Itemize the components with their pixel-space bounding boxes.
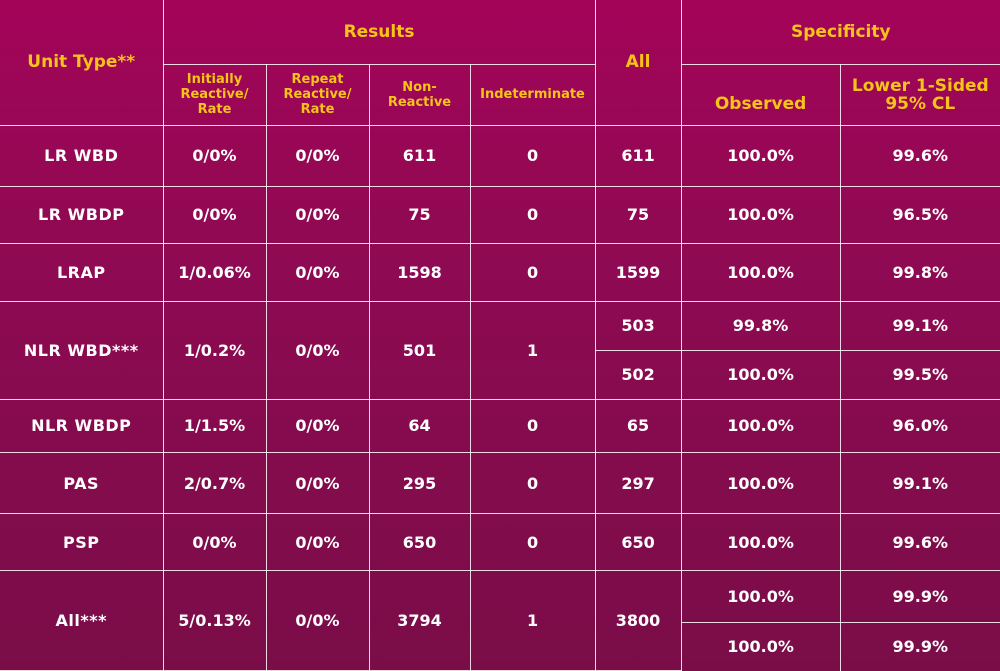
header-all: All — [594, 0, 682, 126]
row-repeat-reactive: 0/0% — [265, 451, 370, 515]
row-lower-cl: 99.1% — [839, 301, 1000, 351]
row-unit: All*** — [0, 570, 164, 671]
table-row: LRAP 1/0.06% 0/0% 1598 0 1599 100.0% 99.… — [0, 243, 1000, 303]
row-lower-cl: 96.5% — [839, 185, 1000, 245]
table-row: All*** 5/0.13% 0/0% 3794 1 3800 100.0% 9… — [0, 570, 1000, 671]
row-repeat-reactive: 0/0% — [265, 243, 370, 303]
row-repeat-reactive: 0/0% — [265, 185, 370, 245]
row-observed: 100.0% — [681, 621, 841, 671]
table-row: LR WBD 0/0% 0/0% 611 0 611 100.0% 99.6% — [0, 124, 1000, 187]
table-row: NLR WBD*** 1/0.2% 0/0% 501 1 503 99.8% 9… — [0, 301, 1000, 400]
table-row: 100.0% 99.9% — [0, 621, 1000, 671]
row-indeterminate: 0 — [469, 451, 596, 515]
row-unit: LRAP — [0, 243, 164, 303]
row-lower-cl: 96.0% — [839, 398, 1000, 453]
row-initially-reactive: 0/0% — [162, 185, 267, 245]
row-lower-cl: 99.1% — [839, 451, 1000, 515]
row-repeat-reactive: 0/0% — [265, 398, 370, 453]
row-initially-reactive: 1/0.06% — [162, 243, 267, 303]
row-all: 297 — [594, 451, 682, 515]
header-indeterminate: Indeterminate — [469, 63, 596, 126]
table-row: 502 100.0% 99.5% — [0, 349, 1000, 400]
row-indeterminate: 1 — [469, 301, 596, 400]
row-unit: NLR WBD*** — [0, 301, 164, 400]
row-initially-reactive: 5/0.13% — [162, 570, 267, 671]
header-results: Results — [162, 0, 596, 65]
header-observed: Observed — [680, 63, 841, 126]
row-all: 3800 — [594, 570, 682, 671]
row-all: 65 — [594, 398, 682, 453]
row-non-reactive: 1598 — [368, 243, 471, 303]
row-initially-reactive: 2/0.7% — [162, 451, 267, 515]
row-non-reactive: 501 — [368, 301, 471, 400]
row-all: 611 — [594, 124, 682, 187]
row-unit: PAS — [0, 451, 164, 515]
row-indeterminate: 0 — [469, 243, 596, 303]
row-unit: PSP — [0, 513, 164, 572]
row-observed: 100.0% — [680, 185, 841, 245]
row-non-reactive: 64 — [368, 398, 471, 453]
row-lower-cl: 99.6% — [839, 513, 1000, 572]
row-indeterminate: 0 — [469, 398, 596, 453]
row-observed: 100.0% — [680, 451, 841, 515]
table-row: PAS 2/0.7% 0/0% 295 0 297 100.0% 99.1% — [0, 451, 1000, 515]
row-all: 503 — [594, 301, 682, 351]
header-lower-cl: Lower 1-Sided 95% CL — [839, 63, 1000, 126]
table-row: PSP 0/0% 0/0% 650 0 650 100.0% 99.6% — [0, 513, 1000, 572]
row-non-reactive: 295 — [368, 451, 471, 515]
row-observed: 99.8% — [680, 301, 841, 351]
row-observed: 100.0% — [680, 513, 841, 572]
row-lower-cl: 99.5% — [839, 349, 1000, 400]
header-initially-reactive: Initially Reactive/ Rate — [163, 63, 267, 126]
header-non-reactive: Non- Reactive — [368, 63, 471, 126]
row-initially-reactive: 0/0% — [162, 513, 267, 572]
row-indeterminate: 0 — [469, 185, 596, 245]
header-specificity: Specificity — [680, 0, 1000, 65]
row-lower-cl: 99.6% — [839, 124, 1000, 187]
row-unit: NLR WBDP — [0, 398, 164, 453]
row-all: 75 — [594, 185, 682, 245]
row-observed: 100.0% — [680, 570, 841, 623]
row-indeterminate: 0 — [469, 124, 596, 187]
row-all: 502 — [595, 349, 682, 400]
row-non-reactive: 75 — [368, 185, 471, 245]
row-unit: LR WBDP — [0, 185, 164, 245]
row-observed: 100.0% — [680, 243, 841, 303]
table-row: NLR WBDP 1/1.5% 0/0% 64 0 65 100.0% 96.0… — [0, 398, 1000, 453]
row-non-reactive: 3794 — [368, 570, 471, 671]
row-non-reactive: 611 — [368, 124, 471, 187]
row-repeat-reactive: 0/0% — [265, 124, 370, 187]
row-observed: 100.0% — [680, 398, 841, 453]
row-all: 1599 — [594, 243, 682, 303]
row-unit: LR WBD — [0, 124, 164, 187]
row-lower-cl: 99.9% — [839, 621, 1000, 671]
header-unit-type: Unit Type** — [0, 0, 164, 126]
row-indeterminate: 1 — [469, 570, 596, 671]
row-lower-cl: 99.8% — [839, 243, 1000, 303]
table-row: LR WBDP 0/0% 0/0% 75 0 75 100.0% 96.5% — [0, 185, 1000, 245]
row-initially-reactive: 1/1.5% — [162, 398, 267, 453]
row-indeterminate: 0 — [469, 513, 596, 572]
row-repeat-reactive: 0/0% — [265, 513, 370, 572]
row-lower-cl: 99.9% — [839, 570, 1000, 623]
row-all: 650 — [594, 513, 682, 572]
row-repeat-reactive: 0/0% — [265, 301, 370, 400]
row-initially-reactive: 0/0% — [162, 124, 267, 187]
row-non-reactive: 650 — [368, 513, 471, 572]
row-repeat-reactive: 0/0% — [265, 570, 370, 671]
row-observed: 100.0% — [680, 349, 841, 400]
row-initially-reactive: 1/0.2% — [162, 301, 267, 400]
header-repeat-reactive: Repeat Reactive/ Rate — [265, 63, 370, 126]
row-observed: 100.0% — [680, 124, 841, 187]
